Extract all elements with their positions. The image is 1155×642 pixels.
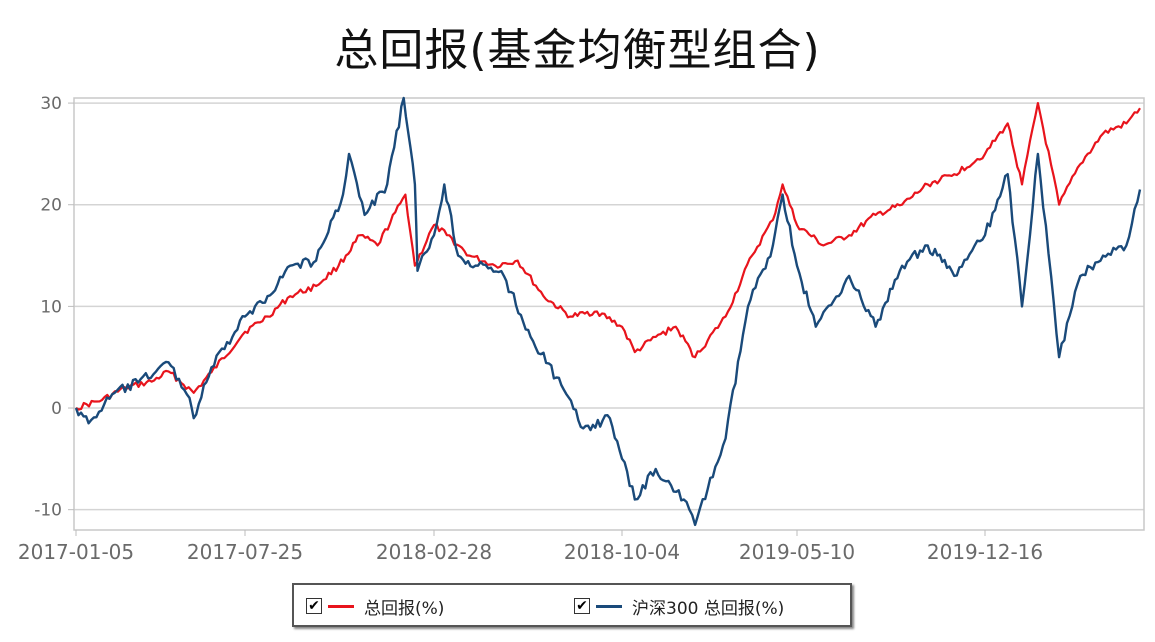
- legend: ✔ 总回报(%) ✔ 沪深300 总回报(%): [292, 583, 852, 627]
- y-tick-label: 10: [40, 297, 62, 317]
- chart-title: 总回报(基金均衡型组合): [334, 25, 821, 76]
- checkbox-icon[interactable]: ✔: [574, 598, 590, 614]
- legend-label-total-return: 总回报(%): [364, 598, 445, 619]
- legend-label-csi300-return: 沪深300 总回报(%): [632, 598, 785, 619]
- y-tick-label: -10: [34, 501, 62, 521]
- x-tick-label: 2018-02-28: [376, 540, 492, 564]
- series-line-total-return: [75, 101, 1141, 411]
- legend-swatch-csi300-return: [596, 604, 622, 608]
- x-tick-label: 2018-10-04: [564, 540, 680, 564]
- x-tick-label: 2017-01-05: [18, 540, 134, 564]
- legend-item-csi300-return[interactable]: ✔ 沪深300 总回报(%): [574, 595, 785, 619]
- series-layer: [74, 96, 1142, 527]
- y-tick-label: 30: [40, 94, 62, 114]
- y-tick-label: 20: [40, 196, 62, 216]
- legend-swatch-total-return: [328, 604, 354, 608]
- x-tick-label: 2019-12-16: [927, 540, 1043, 564]
- checkbox-icon[interactable]: ✔: [306, 598, 322, 614]
- grid-layer: [74, 102, 1144, 511]
- plot-frame: [73, 97, 1145, 531]
- x-tick-label: 2019-05-10: [739, 540, 855, 564]
- label-layer: -10 0 10 20 30 2017-01-05 2017-07-25 2018-02-28…: [18, 94, 1043, 564]
- legend-item-total-return[interactable]: ✔ 总回报(%): [306, 595, 445, 619]
- series-line-csi300-return: [74, 96, 1142, 527]
- y-tick-label: 0: [51, 399, 62, 419]
- x-tick-label: 2017-07-25: [187, 540, 303, 564]
- axis-layer: [68, 97, 1145, 536]
